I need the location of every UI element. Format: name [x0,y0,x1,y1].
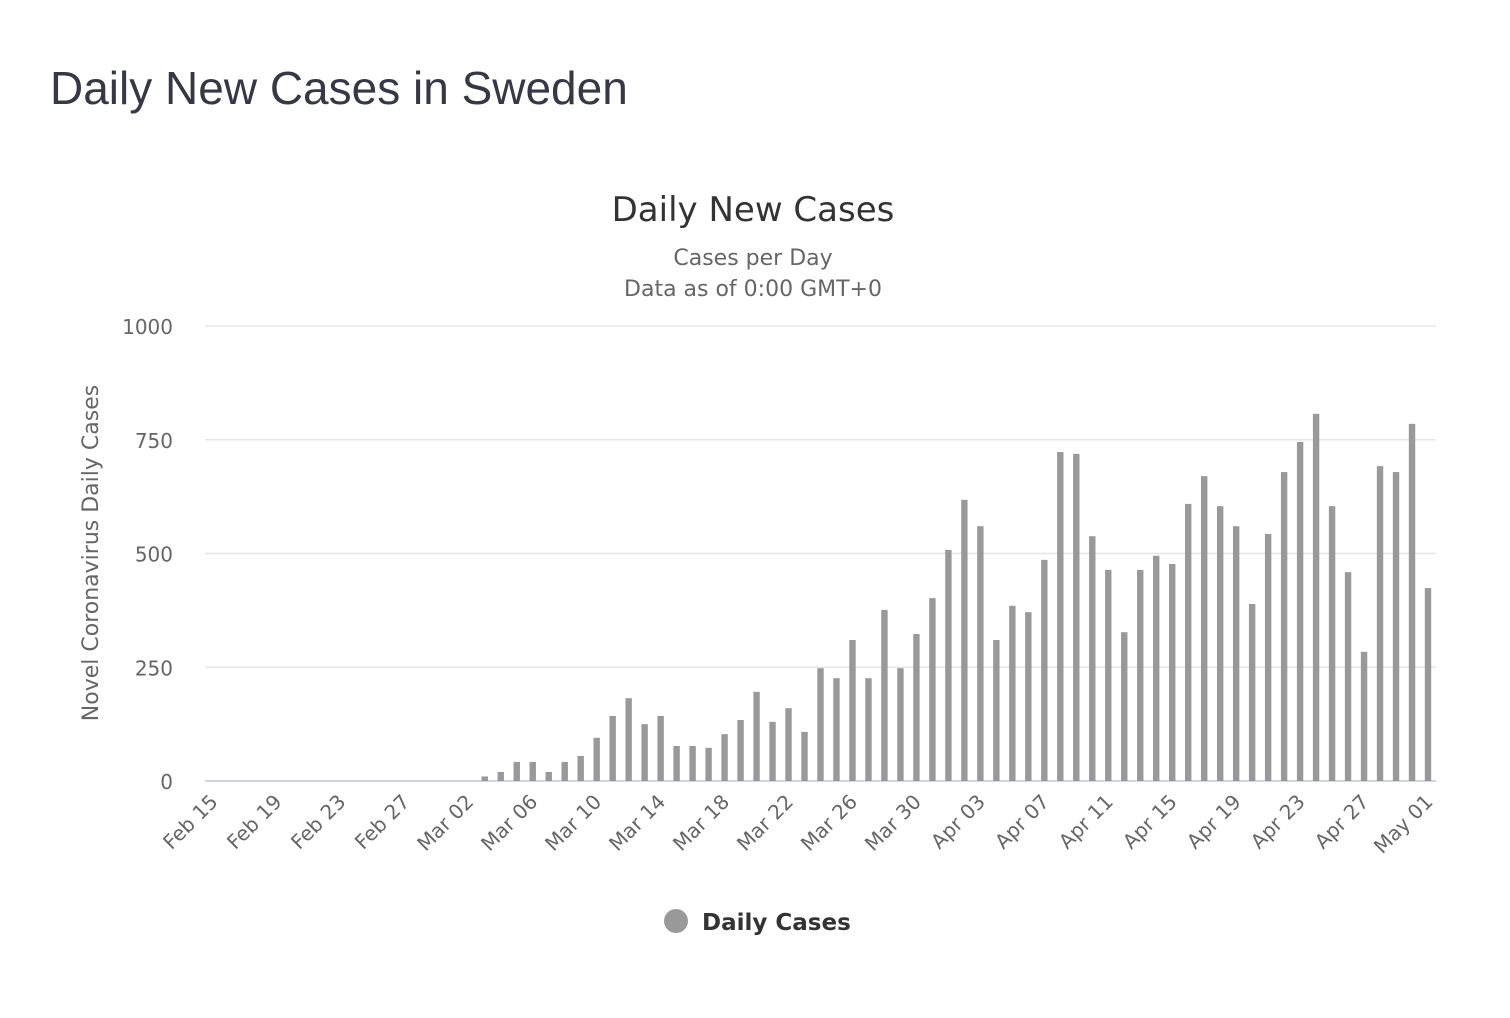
bar [1105,569,1112,781]
x-tick-label: Apr 23 [1246,790,1310,854]
bar [1392,472,1400,781]
bar [737,720,744,781]
bar [977,526,984,781]
bar [1089,536,1096,781]
bar [625,698,632,781]
bar [1264,533,1272,781]
bar [513,761,520,781]
bar [1073,453,1080,781]
x-tick-label: Feb 23 [286,790,351,855]
x-tick-label: Feb 19 [222,790,287,855]
bar [577,755,584,781]
y-tick-label: 500 [135,543,173,567]
bar [1232,526,1240,781]
chart-subtitle: Cases per Day [673,246,832,271]
x-tick-label: Apr 27 [1310,790,1374,854]
chart-title: Daily New Cases [612,190,895,230]
bar [801,731,808,781]
bar [1296,442,1304,781]
y-tick-label: 250 [135,656,173,680]
x-tick-label: Mar 30 [860,790,926,856]
bar [689,745,696,781]
bar [593,737,600,781]
bar [833,678,840,781]
bar [1216,506,1224,781]
bar [1424,588,1432,781]
bar [561,761,568,781]
bar [897,668,904,781]
bar [945,549,952,781]
bar [753,691,760,781]
bar [721,734,728,781]
bar [913,634,920,781]
x-tick-label: Mar 06 [476,790,542,856]
bar [529,761,536,781]
bar [545,771,552,781]
bar [1248,604,1256,781]
bar [497,771,504,781]
bar [673,745,680,781]
bar [785,708,792,781]
bar [1328,506,1336,781]
bar [1025,612,1032,781]
bar [641,724,648,781]
bar [1009,605,1016,781]
y-axis-label: Novel Coronavirus Daily Cases [79,385,104,721]
bar [1360,651,1368,781]
x-tick-label: Mar 10 [540,790,606,856]
bar [1408,423,1416,781]
x-tick-label: May 01 [1369,790,1438,859]
bar [769,721,776,781]
bar [1200,476,1208,781]
bar [609,715,616,781]
bar [1041,559,1048,781]
y-tick-label: 0 [160,770,173,794]
bar [1185,503,1192,781]
bar [817,668,824,781]
bar [865,678,872,781]
bar [705,747,712,781]
bar [929,598,936,781]
x-tick-label: Mar 22 [732,790,798,856]
bar [1312,413,1320,781]
bar [1376,466,1384,781]
x-tick-label: Mar 02 [412,790,478,856]
bar [1057,452,1064,781]
legend-marker [664,909,688,933]
x-tick-label: Feb 27 [350,790,415,855]
bar [657,715,664,781]
page-title: Daily New Cases in Sweden [50,62,628,114]
legend-label[interactable]: Daily Cases [702,910,851,936]
x-tick-label: Mar 14 [604,790,670,856]
bar [1280,472,1288,781]
bar [993,639,1000,781]
x-tick-label: Mar 26 [796,790,862,856]
bar [881,609,888,781]
bar [1169,563,1176,781]
bar [1137,569,1144,781]
y-tick-label: 1000 [122,315,173,339]
bar [1153,555,1160,781]
bar [481,776,488,781]
bar [1344,572,1352,781]
bar [961,499,968,781]
x-tick-label: Apr 07 [990,790,1054,854]
x-tick-label: Apr 19 [1182,790,1246,854]
chart-note: Data as of 0:00 GMT+0 [624,277,882,302]
x-tick-label: Apr 03 [926,790,990,854]
bar [1121,632,1128,781]
y-tick-label: 750 [135,429,173,453]
x-tick-label: Mar 18 [668,790,734,856]
x-tick-label: Apr 15 [1118,790,1182,854]
x-tick-label: Apr 11 [1054,790,1118,854]
x-tick-label: Feb 15 [158,790,223,855]
bar [849,639,856,781]
